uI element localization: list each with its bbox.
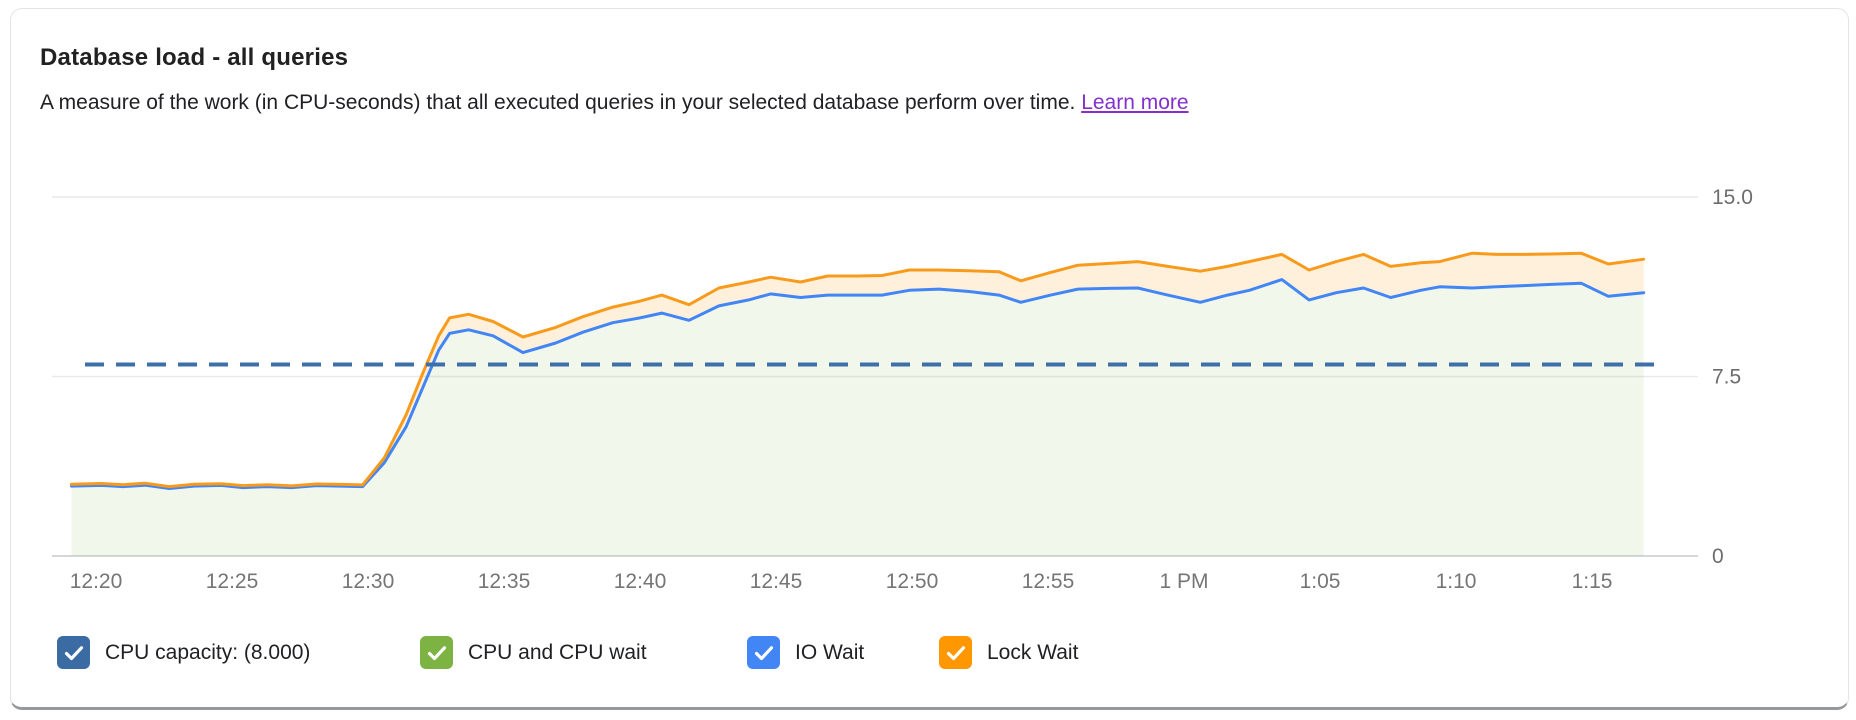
x-axis-tick-label: 12:45 (750, 570, 803, 593)
legend-item-lock-wait[interactable]: Lock Wait (939, 636, 1078, 669)
subtitle-text: A measure of the work (in CPU-seconds) t… (40, 91, 1076, 114)
legend-label: IO Wait (795, 640, 865, 664)
y-axis-tick-label: 0 (1712, 545, 1724, 568)
legend-label: CPU capacity: (8.000) (105, 640, 311, 664)
cpu-wait-checkbox-icon[interactable] (420, 636, 453, 669)
y-axis-tick-label: 7.5 (1712, 366, 1741, 389)
legend-item-cpu-capacity[interactable]: CPU capacity: (8.000) (57, 636, 310, 669)
chart-legend: CPU capacity: (8.000) CPU and CPU wait I… (0, 636, 1856, 676)
x-axis-tick-label: 12:20 (70, 570, 123, 593)
x-axis-tick-label: 1 PM (1159, 570, 1208, 593)
x-axis-tick-label: 12:25 (206, 570, 259, 593)
x-axis-tick-label: 12:40 (614, 570, 667, 593)
lock-wait-band-fill (71, 253, 1644, 489)
legend-label: CPU and CPU wait (468, 640, 647, 664)
learn-more-link[interactable]: Learn more (1081, 91, 1189, 114)
lock-wait-checkbox-icon[interactable] (939, 636, 972, 669)
io-wait-checkbox-icon[interactable] (747, 636, 780, 669)
y-axis-tick-label: 15.0 (1712, 186, 1753, 209)
x-axis-tick-label: 12:30 (342, 570, 395, 593)
legend-item-cpu-and-cpu-wait[interactable]: CPU and CPU wait (420, 636, 647, 669)
grid-and-axes: 15.0 7.5 0 12:20 12:25 12:30 12:35 12:40 12:45 12… (52, 186, 1753, 593)
x-axis-tick-label: 1:10 (1436, 570, 1477, 593)
page-title: Database load - all queries (40, 44, 349, 71)
legend-item-io-wait[interactable]: IO Wait (747, 636, 864, 669)
io-wait-line (70, 278, 1646, 490)
x-axis-tick-label: 1:15 (1572, 570, 1613, 593)
x-axis-tick-label: 12:35 (478, 570, 531, 593)
legend-label: Lock Wait (987, 640, 1079, 664)
page-subtitle: A measure of the work (in CPU-seconds) t… (40, 91, 1189, 115)
cpu-area-fill (71, 279, 1644, 556)
x-axis-tick-label: 12:55 (1022, 570, 1075, 593)
database-load-card (10, 8, 1849, 710)
cpu-capacity-checkbox-icon[interactable] (57, 636, 90, 669)
lock-wait-line (70, 251, 1646, 489)
load-chart-svg[interactable]: 15.0 7.5 0 12:20 12:25 12:30 12:35 12:40 12:45 12… (0, 0, 1856, 620)
x-axis-tick-label: 12:50 (886, 570, 939, 593)
x-axis-tick-label: 1:05 (1300, 570, 1341, 593)
